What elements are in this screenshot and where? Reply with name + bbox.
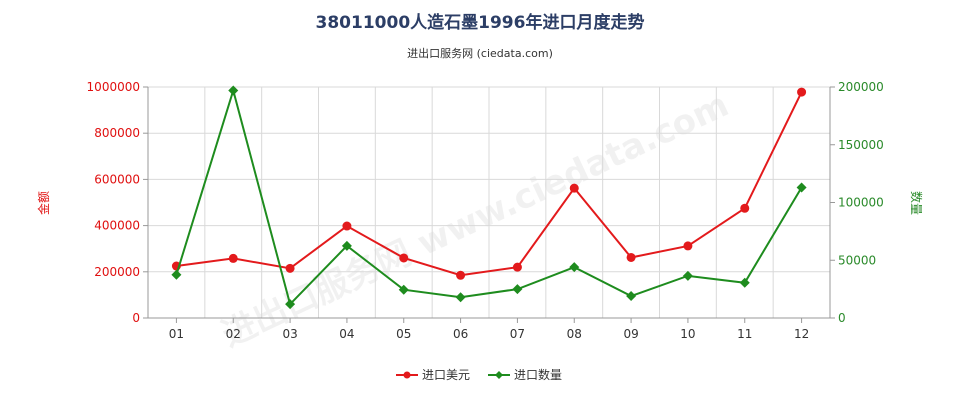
legend-item: 进口美元 <box>396 368 470 382</box>
legend-swatch-marker <box>403 371 411 379</box>
data-point <box>796 182 807 193</box>
data-point <box>683 241 693 251</box>
y-right-tick-label: 200000 <box>838 80 884 94</box>
data-point <box>228 85 239 96</box>
data-point <box>342 221 352 231</box>
x-tick-label: 04 <box>339 327 354 341</box>
data-point <box>228 253 238 263</box>
x-tick-label: 12 <box>794 327 809 341</box>
data-point <box>285 263 295 273</box>
legend-label: 进口数量 <box>514 367 562 382</box>
data-point <box>455 292 466 303</box>
data-point <box>512 284 523 295</box>
x-tick-label: 07 <box>510 327 525 341</box>
data-point <box>682 270 693 281</box>
legend-swatch-marker <box>495 371 503 379</box>
y-left-tick-label: 600000 <box>94 172 140 186</box>
data-point <box>398 284 409 295</box>
legend-label: 进口美元 <box>422 368 470 382</box>
data-point <box>569 262 580 273</box>
y-right-tick-label: 0 <box>838 311 846 325</box>
y-right-axis-label: 数量 <box>909 191 924 215</box>
chart-subtitle: 进出口服务网 (ciedata.com) <box>407 46 553 60</box>
x-tick-label: 06 <box>453 327 468 341</box>
y-left-tick-label: 400000 <box>94 219 140 233</box>
y-left-axis-label: 金额 <box>36 191 51 215</box>
series-2 <box>171 85 807 310</box>
grid-lines <box>147 86 831 319</box>
y-left-tick-label: 800000 <box>94 126 140 140</box>
x-tick-label: 11 <box>737 327 752 341</box>
data-point <box>740 203 750 213</box>
legend: 进口美元 进口数量 <box>396 367 562 382</box>
y-right-tick-label: 50000 <box>838 253 876 267</box>
data-point <box>569 183 579 193</box>
data-point <box>399 253 409 263</box>
x-tick-label: 08 <box>567 327 582 341</box>
y-left-tick-label: 0 <box>132 311 140 325</box>
data-point <box>285 299 296 310</box>
x-tick-label: 10 <box>680 327 695 341</box>
y-left-tick-label: 1000000 <box>87 80 140 94</box>
data-point <box>456 270 466 280</box>
axes <box>143 86 835 323</box>
data-point <box>341 240 352 251</box>
x-tick-label: 05 <box>396 327 411 341</box>
legend-item: 进口数量 <box>488 367 562 382</box>
series-line <box>175 86 803 307</box>
tick-labels: 0 200000 400000 600000 800000 1000000 0 50000 10… <box>87 80 884 341</box>
data-point <box>739 277 750 288</box>
data-point <box>626 291 637 302</box>
data-point <box>797 87 807 97</box>
watermark-text: 进出口服务网 www.ciedata.com <box>216 85 735 355</box>
x-tick-label: 01 <box>169 327 184 341</box>
x-tick-label: 02 <box>226 327 241 341</box>
y-left-tick-label: 200000 <box>94 265 140 279</box>
series-layer <box>171 85 807 310</box>
y-right-tick-label: 150000 <box>838 138 884 152</box>
y-right-tick-label: 100000 <box>838 196 884 210</box>
x-tick-label: 03 <box>282 327 297 341</box>
chart-title: 38011000人造石墨1996年进口月度走势 <box>316 12 645 33</box>
data-point <box>626 252 636 262</box>
data-point <box>512 262 522 272</box>
x-tick-label: 09 <box>623 327 638 341</box>
data-point <box>171 269 182 280</box>
